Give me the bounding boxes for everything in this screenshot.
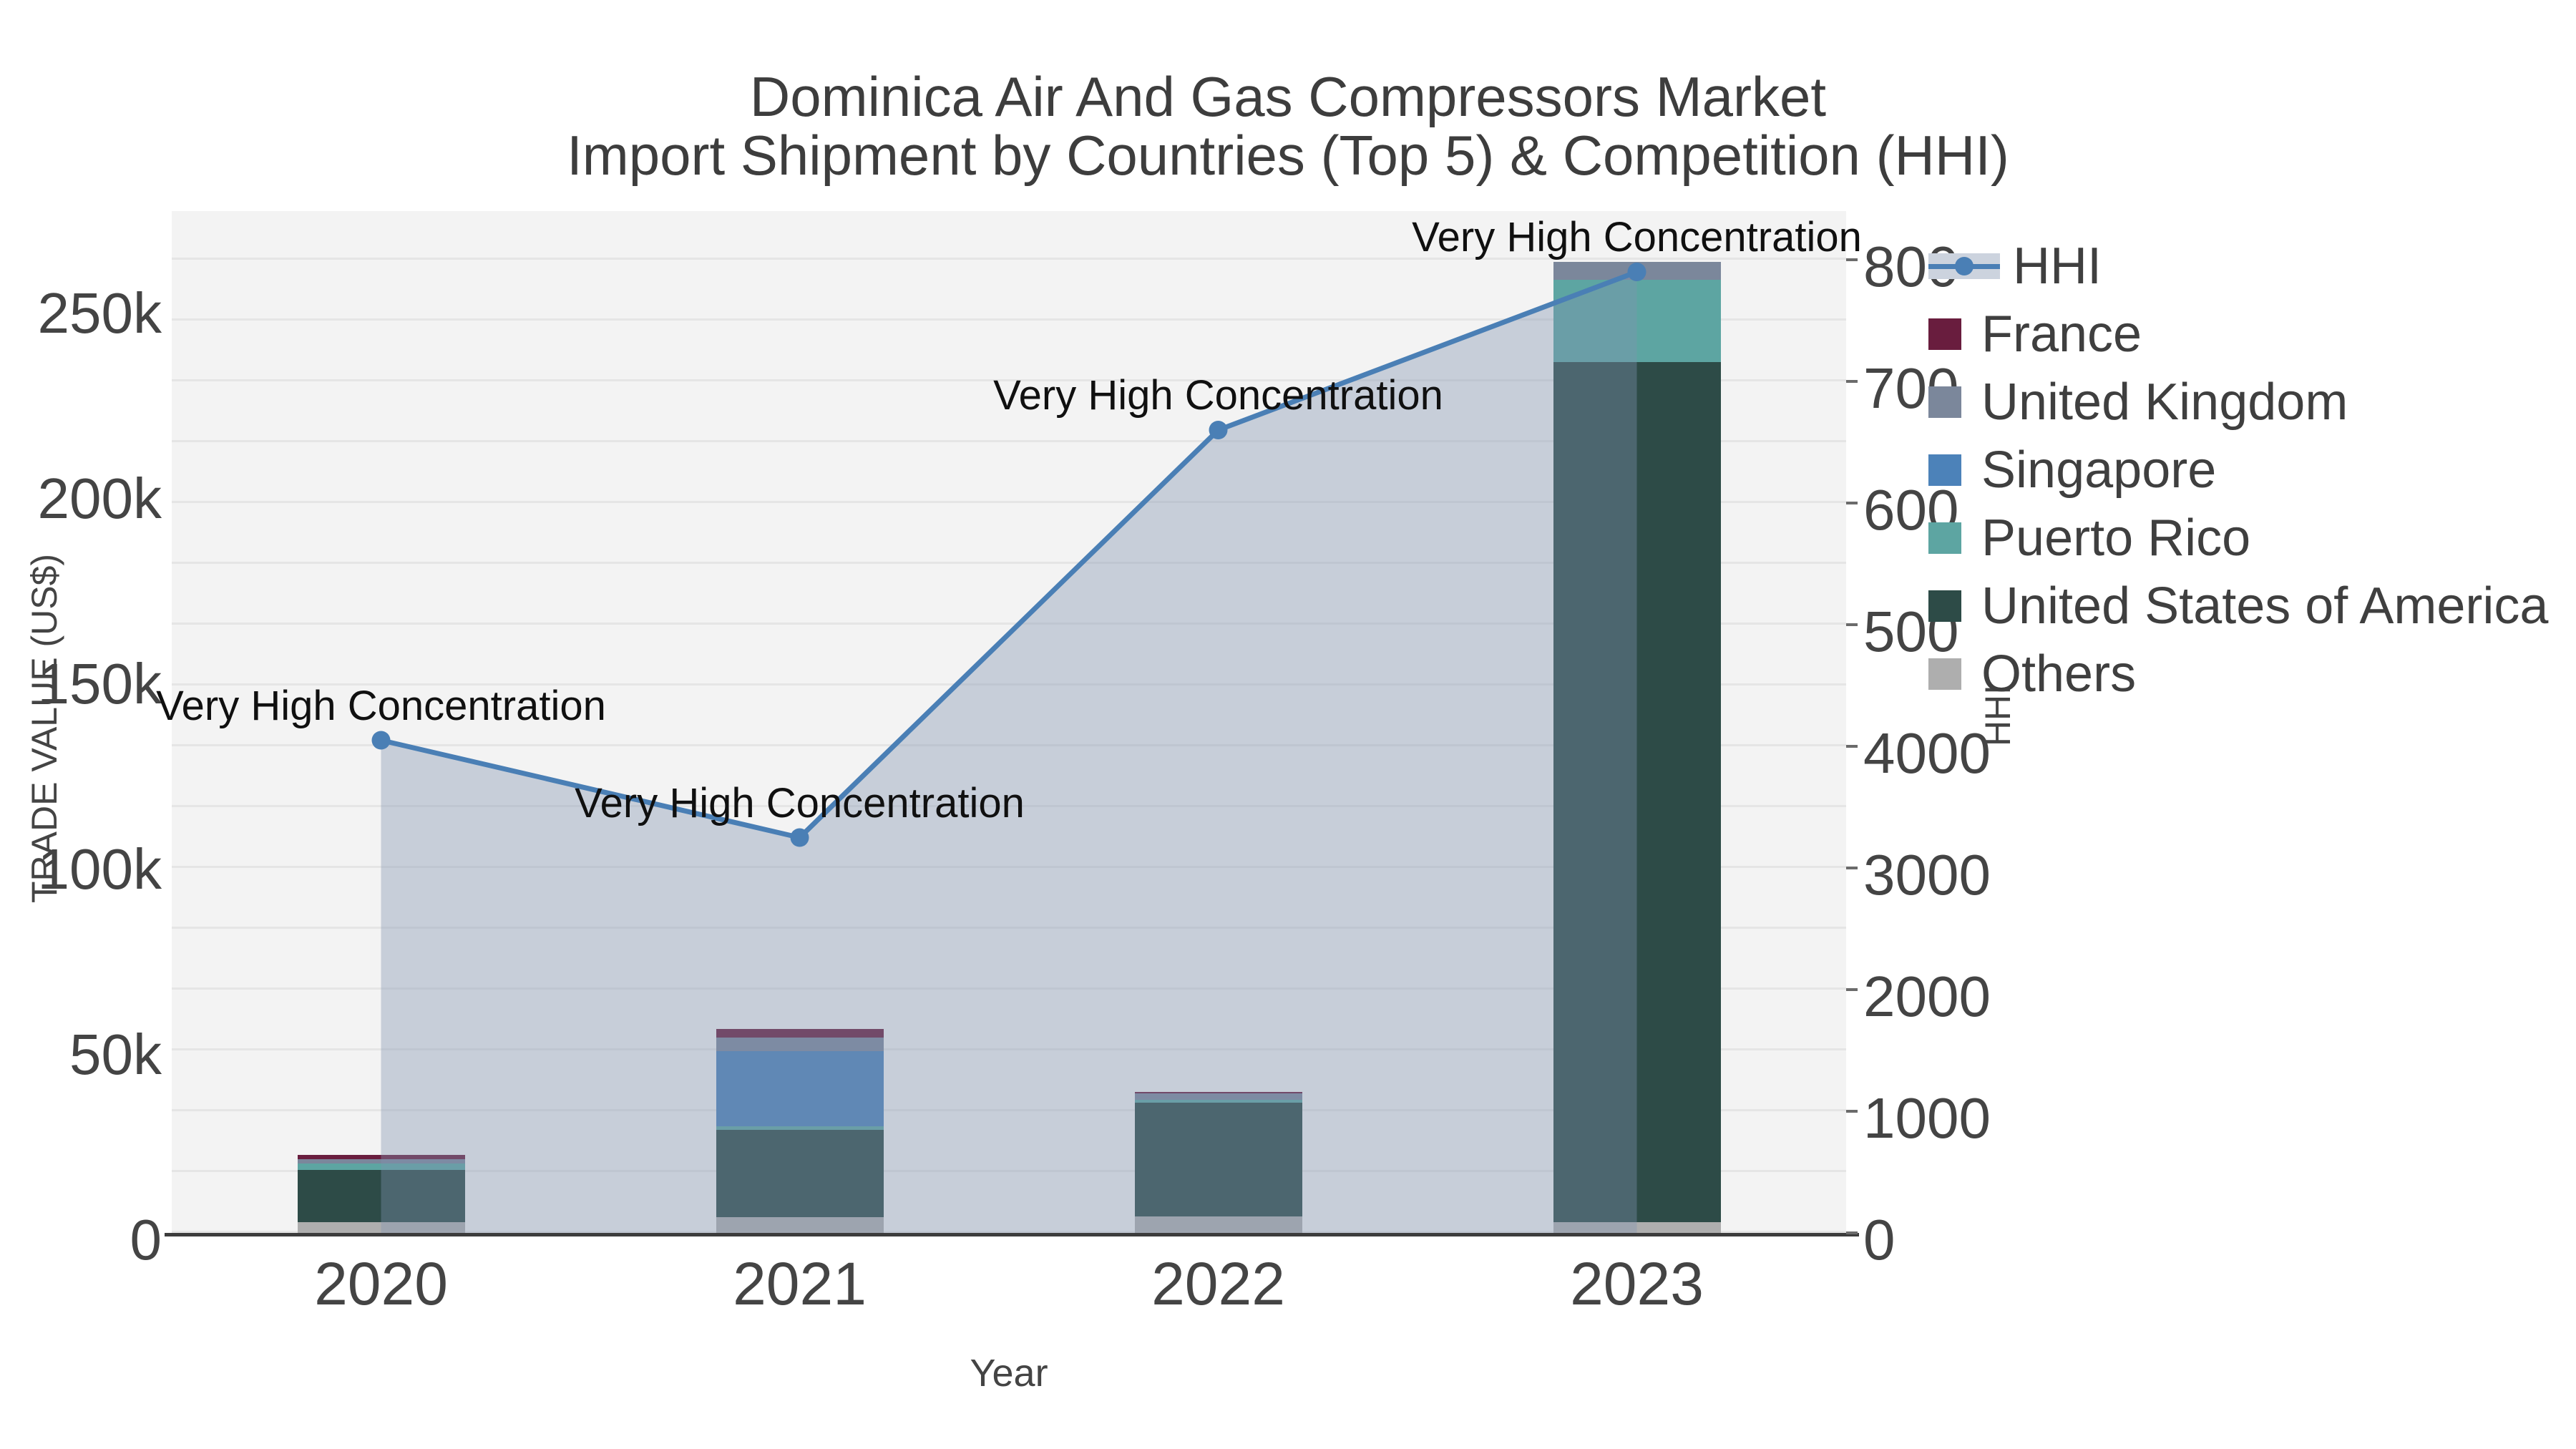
right-axis-tick-mark — [1846, 502, 1858, 504]
x-axis-tick-label: 2022 — [1151, 1250, 1285, 1317]
bar-segment[interactable] — [1134, 1103, 1302, 1216]
bar-segment[interactable] — [1134, 1100, 1302, 1103]
chart-subtitle: Import Shipment by Countries (Top 5) & C… — [567, 124, 2009, 187]
bar-segment[interactable] — [716, 1038, 884, 1052]
bar-segment[interactable] — [716, 1129, 884, 1217]
hhi-line-swatch-icon — [1928, 253, 2000, 279]
bar-segment[interactable] — [297, 1155, 465, 1160]
x-axis-title: Year — [970, 1352, 1048, 1395]
bar-segment[interactable] — [1553, 279, 1721, 363]
bar-segment[interactable] — [1134, 1092, 1302, 1094]
legend-color-swatch-icon — [1928, 386, 1961, 418]
bar-segment[interactable] — [716, 1216, 884, 1233]
bar-segment[interactable] — [297, 1170, 465, 1222]
chart-title: Dominica Air And Gas Compressors Market — [749, 65, 1827, 128]
hhi-annotation: Very High Concentration — [156, 682, 606, 729]
legend-label: Others — [1981, 645, 2137, 703]
legend-color-swatch-icon — [1928, 522, 1961, 554]
x-axis-tick-label: 2020 — [314, 1250, 448, 1317]
bar-segment[interactable] — [1553, 362, 1721, 1222]
legend-label: France — [1981, 305, 2142, 363]
left-axis-tick-label: 200k — [37, 467, 162, 530]
bar-segment[interactable] — [1134, 1093, 1302, 1101]
legend-item-hhi[interactable]: HHI — [1928, 232, 2548, 300]
legend-item-france[interactable]: France — [1928, 300, 2548, 368]
legend-label: United States of America — [1981, 577, 2549, 635]
legend-label: United Kingdom — [1981, 373, 2348, 431]
bar-segment[interactable] — [1553, 262, 1721, 280]
x-axis-tick-label: 2021 — [733, 1250, 867, 1317]
bar-segment[interactable] — [297, 1163, 465, 1171]
legend-item-singapore[interactable]: Singapore — [1928, 436, 2548, 504]
legend-label: Singapore — [1981, 441, 2217, 499]
right-axis-tick-mark — [1846, 745, 1858, 748]
left-axis-tick-label: 150k — [37, 652, 162, 716]
right-axis-tick-mark — [1846, 1110, 1858, 1113]
bar-segment[interactable] — [297, 1221, 465, 1233]
legend-item-united-kingdom[interactable]: United Kingdom — [1928, 368, 2548, 436]
legend-label: Puerto Rico — [1981, 509, 2251, 567]
legend-item-united-states-of-america[interactable]: United States of America — [1928, 572, 2548, 640]
legend-color-swatch-icon — [1928, 318, 1961, 350]
right-axis-tick-mark — [1846, 380, 1858, 383]
bar-segment[interactable] — [1553, 1221, 1721, 1233]
left-axis-tick-label: 50k — [69, 1023, 162, 1086]
bar-segment[interactable] — [297, 1159, 465, 1163]
left-axis-tick-label: 0 — [130, 1208, 162, 1272]
bar-segment[interactable] — [1134, 1216, 1302, 1233]
right-axis-tick-mark — [1846, 1231, 1858, 1234]
right-axis-tick-label: 4000 — [1863, 721, 1991, 785]
hhi-annotation: Very High Concentration — [575, 779, 1025, 826]
hhi-annotation: Very High Concentration — [993, 372, 1443, 419]
left-axis-tick-label: 100k — [37, 837, 162, 901]
right-axis-tick-label: 0 — [1863, 1208, 1896, 1272]
right-axis-tick-label: 3000 — [1863, 843, 1991, 907]
x-axis-tick-label: 2023 — [1570, 1250, 1704, 1317]
bar-segment[interactable] — [716, 1029, 884, 1038]
legend: HHI France United Kingdom Singapore Puerto R… — [1928, 232, 2548, 708]
right-axis-tick-mark — [1846, 867, 1858, 869]
right-axis-tick-mark — [1846, 988, 1858, 991]
right-axis-tick-mark — [1846, 258, 1858, 261]
legend-item-others[interactable]: Others — [1928, 640, 2548, 708]
right-axis-tick-label: 2000 — [1863, 965, 1991, 1028]
legend-color-swatch-icon — [1928, 454, 1961, 486]
legend-color-swatch-icon — [1928, 590, 1961, 622]
left-axis-title: TRADE VALUE (US$) — [24, 553, 64, 904]
x-axis-line — [165, 1233, 1859, 1236]
right-axis-tick-mark — [1846, 623, 1858, 626]
bar-segment[interactable] — [716, 1051, 884, 1126]
legend-label: HHI — [2013, 237, 2102, 295]
legend-color-swatch-icon — [1928, 658, 1961, 690]
right-axis-tick-label: 1000 — [1863, 1086, 1991, 1150]
bar-segment[interactable] — [716, 1126, 884, 1130]
left-axis-tick-label: 250k — [37, 281, 162, 345]
legend-item-puerto-rico[interactable]: Puerto Rico — [1928, 504, 2548, 572]
hhi-annotation: Very High Concentration — [1412, 214, 1862, 260]
